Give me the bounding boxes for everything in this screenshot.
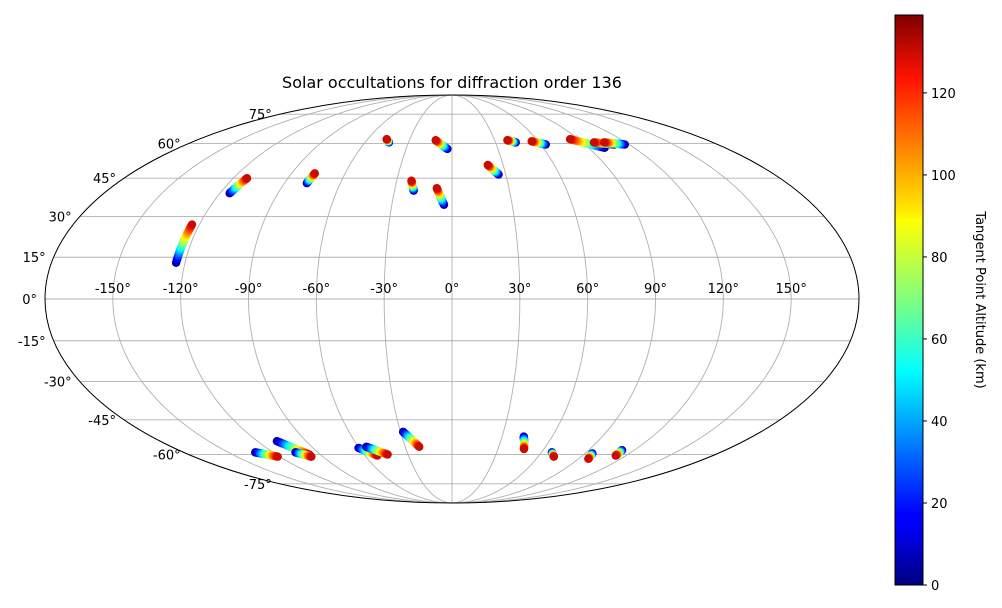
longitude-tick-label: 0°: [445, 282, 460, 297]
occultation-point: [503, 136, 512, 145]
longitude-tick-label: -150°: [95, 282, 131, 297]
occultation-point: [310, 169, 320, 178]
chart-title: Solar occultations for diffraction order…: [282, 73, 622, 92]
occultation-point: [519, 444, 529, 454]
occultation-point: [415, 442, 424, 452]
occultation-point: [307, 452, 316, 461]
occultation-point: [589, 138, 599, 147]
occultation-point: [565, 135, 575, 144]
occultation-point: [483, 160, 492, 170]
colorbar-tick-label: 40: [931, 415, 948, 430]
colorbar: 0 20 40 60 80 100 120 Tangent Point Altitude (…: [894, 14, 987, 594]
tick-labels: -150° -120° -90° -60° -30° 0° 30° 60° 90° 120° 150…: [18, 108, 807, 493]
latitude-tick-label: 15°: [23, 251, 46, 266]
occultation-point: [599, 138, 609, 147]
occultation-point: [242, 174, 252, 183]
longitude-tick-label: -30°: [370, 282, 398, 297]
longitude-tick-label: -90°: [235, 282, 263, 297]
colorbar-tick-label: 100: [931, 169, 956, 184]
occultation-point: [273, 452, 282, 461]
colorbar-tick-label: 80: [931, 251, 948, 266]
latitude-tick-label: -60°: [153, 449, 181, 464]
colorbar-tick-label: 120: [931, 87, 956, 102]
occultation-point: [584, 454, 593, 463]
latitude-tick-label: 45°: [93, 172, 116, 187]
longitude-tick-label: 60°: [576, 282, 599, 297]
colorbar-tick-label: 20: [931, 497, 948, 512]
graticule: [45, 95, 859, 503]
latitude-tick-label: 0°: [22, 293, 37, 308]
longitude-tick-label: 90°: [644, 282, 667, 297]
occultation-point: [527, 137, 536, 146]
occultation-point: [549, 452, 559, 461]
occultation-point: [382, 135, 391, 144]
latitude-tick-label: 30°: [49, 211, 72, 226]
map-boundary: [44, 94, 860, 504]
occultation-point: [407, 176, 416, 185]
longitude-tick-label: 30°: [508, 282, 531, 297]
latitude-tick-label: 75°: [249, 108, 272, 123]
occultation-points: [171, 135, 630, 463]
colorbar-ticks: 0 20 40 60 80 100 120: [923, 87, 956, 594]
occultation-point: [187, 220, 197, 229]
colorbar-tick-label: 60: [931, 333, 948, 348]
occultation-point: [383, 450, 392, 459]
latitude-tick-label: -45°: [88, 414, 116, 429]
latitude-tick-label: 60°: [158, 137, 181, 152]
colorbar-label: Tangent Point Altitude (km): [972, 210, 987, 388]
colorbar-gradient: [894, 14, 924, 586]
latitude-tick-label: -30°: [44, 375, 72, 390]
latitude-tick-label: -75°: [244, 478, 272, 493]
occultation-point: [611, 451, 620, 460]
longitude-tick-label: -120°: [163, 282, 199, 297]
occultation-point: [432, 183, 442, 193]
latitude-tick-label: -15°: [18, 335, 46, 350]
longitude-tick-label: 120°: [708, 282, 739, 297]
longitude-tick-label: -60°: [302, 282, 330, 297]
colorbar-tick-label: 0: [931, 579, 939, 594]
occultation-point: [431, 136, 440, 145]
longitude-tick-label: 150°: [776, 282, 807, 297]
